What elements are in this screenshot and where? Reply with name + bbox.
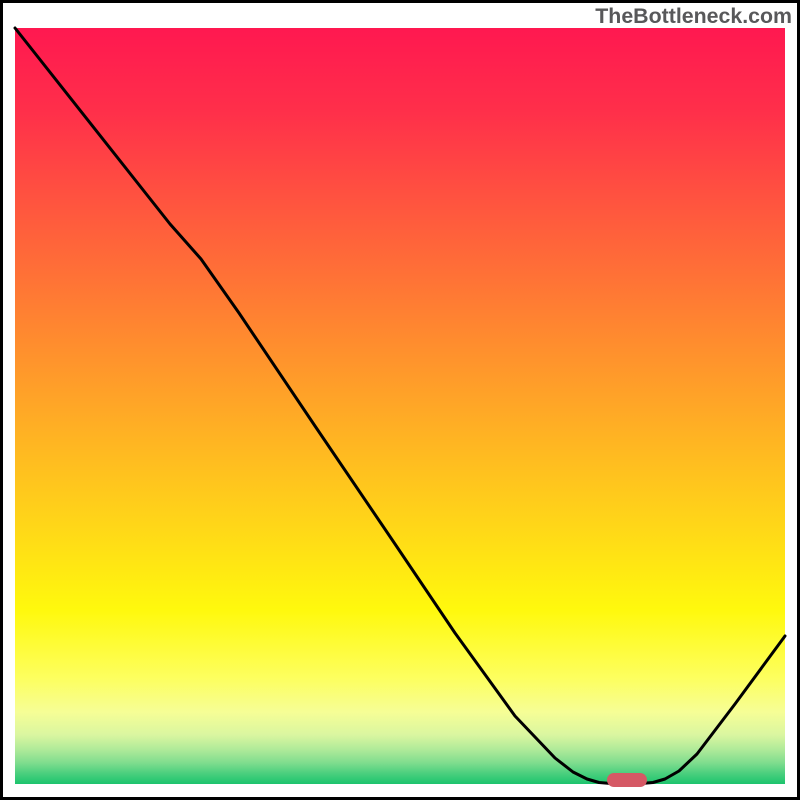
chart-container: { "image": { "width": 800, "height": 800… <box>0 0 800 800</box>
watermark-text: TheBottleneck.com <box>595 4 792 29</box>
optimum-marker <box>15 28 785 784</box>
plot-area <box>15 28 785 784</box>
